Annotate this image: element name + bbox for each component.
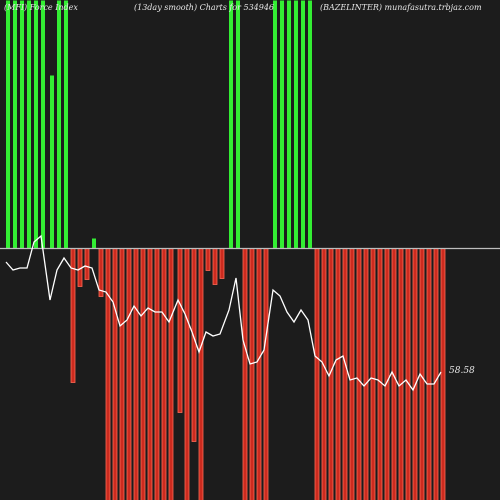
bar-53 xyxy=(384,248,390,500)
bar-61 xyxy=(440,248,446,500)
header-left-label: (MFI) Force Index xyxy=(4,3,78,12)
bar-8 xyxy=(64,0,68,249)
bar-31 xyxy=(229,0,233,249)
bar-11 xyxy=(84,248,90,280)
bar-44 xyxy=(321,248,327,500)
bar-19 xyxy=(140,248,146,500)
last-value-label: 58.58 xyxy=(449,366,475,376)
bar-12 xyxy=(92,238,96,249)
bar-13 xyxy=(98,248,104,297)
bar-42 xyxy=(308,0,312,249)
bar-18 xyxy=(133,248,139,500)
bar-29 xyxy=(212,248,218,285)
bar-50 xyxy=(363,248,369,500)
bar-60 xyxy=(433,248,439,500)
bar-16 xyxy=(119,248,125,500)
bar-57 xyxy=(412,248,418,500)
bar-43 xyxy=(314,248,320,500)
bar-21 xyxy=(154,248,160,500)
bar-30 xyxy=(219,248,225,279)
bar-23 xyxy=(168,248,174,500)
bar-41 xyxy=(301,0,305,249)
bar-14 xyxy=(105,248,111,500)
bar-0 xyxy=(6,0,10,249)
bar-33 xyxy=(242,248,248,500)
bars-layer xyxy=(6,0,446,500)
bar-39 xyxy=(287,0,291,249)
bar-37 xyxy=(273,0,277,249)
bar-40 xyxy=(294,0,298,249)
bar-59 xyxy=(426,248,432,500)
bar-35 xyxy=(256,248,262,500)
bar-56 xyxy=(405,248,411,500)
bar-24 xyxy=(177,248,183,413)
bar-34 xyxy=(249,248,255,500)
bar-48 xyxy=(349,248,355,500)
bar-27 xyxy=(198,248,204,500)
bar-46 xyxy=(335,248,341,500)
bar-2 xyxy=(20,0,24,249)
bar-36 xyxy=(263,248,269,500)
bar-28 xyxy=(205,248,211,271)
header-center-label: (13day smooth) Charts for 534946 xyxy=(134,3,275,12)
bar-22 xyxy=(161,248,167,500)
bar-38 xyxy=(280,0,284,249)
bar-47 xyxy=(342,248,348,500)
bar-15 xyxy=(112,248,118,500)
bar-17 xyxy=(126,248,132,500)
bar-25 xyxy=(184,248,190,500)
bar-20 xyxy=(147,248,153,500)
header-right-label: (BAZELINTER) munafasutra.trbjaz.com xyxy=(320,3,482,12)
bar-7 xyxy=(57,0,61,249)
bar-4 xyxy=(34,0,38,249)
bar-32 xyxy=(236,0,240,249)
smoothed-line xyxy=(5,234,442,392)
bar-52 xyxy=(377,248,383,500)
bar-49 xyxy=(356,248,362,500)
bar-6 xyxy=(50,75,54,249)
bar-51 xyxy=(370,248,376,500)
bar-26 xyxy=(191,248,197,442)
bar-5 xyxy=(41,0,45,249)
bar-1 xyxy=(13,0,17,249)
bar-55 xyxy=(398,248,404,500)
bar-3 xyxy=(27,0,31,249)
